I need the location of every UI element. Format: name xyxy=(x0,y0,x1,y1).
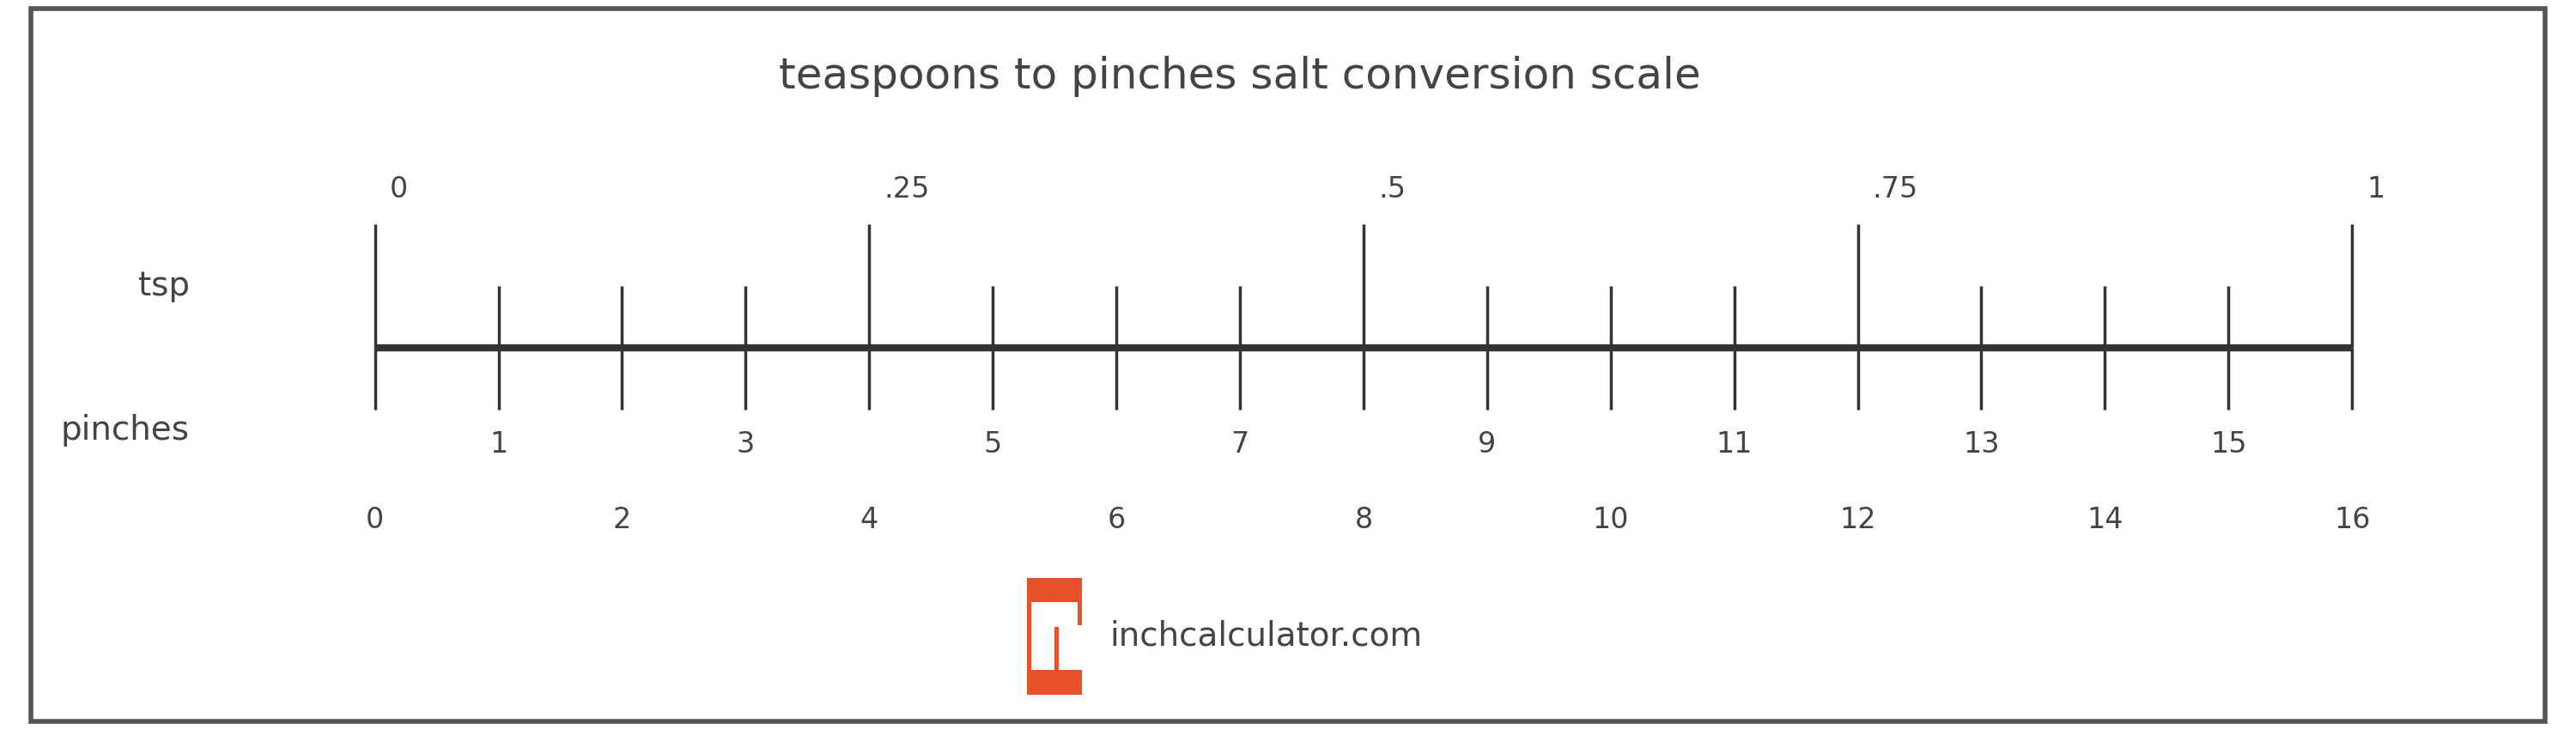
Text: 5: 5 xyxy=(984,430,1002,458)
Text: 0: 0 xyxy=(366,506,384,534)
Text: 11: 11 xyxy=(1716,430,1752,458)
Text: .5: .5 xyxy=(1378,175,1406,204)
Text: .25: .25 xyxy=(884,175,930,204)
Text: 0: 0 xyxy=(389,175,407,204)
Text: 1: 1 xyxy=(489,430,507,458)
Bar xyxy=(1059,626,1082,669)
Bar xyxy=(1030,602,1077,627)
Text: 1: 1 xyxy=(2367,175,2385,204)
Text: inchcalculator.com: inchcalculator.com xyxy=(1110,620,1422,653)
Text: 3: 3 xyxy=(737,430,755,458)
Bar xyxy=(1028,577,1082,694)
Bar xyxy=(1030,626,1054,669)
Text: 6: 6 xyxy=(1108,506,1126,534)
Text: 4: 4 xyxy=(860,506,878,534)
Text: teaspoons to pinches salt conversion scale: teaspoons to pinches salt conversion sca… xyxy=(778,56,1700,97)
Text: 12: 12 xyxy=(1839,506,1875,534)
Text: pinches: pinches xyxy=(62,414,191,447)
Text: .75: .75 xyxy=(1873,175,1919,204)
Text: 13: 13 xyxy=(1963,430,1999,458)
Text: tsp: tsp xyxy=(139,270,191,302)
Text: 8: 8 xyxy=(1355,506,1373,534)
Text: 16: 16 xyxy=(2334,506,2370,534)
Text: 14: 14 xyxy=(2087,506,2123,534)
Text: 9: 9 xyxy=(1479,430,1497,458)
Text: 10: 10 xyxy=(1592,506,1628,534)
Text: 7: 7 xyxy=(1231,430,1249,458)
Text: 2: 2 xyxy=(613,506,631,534)
Text: 15: 15 xyxy=(2210,430,2246,458)
